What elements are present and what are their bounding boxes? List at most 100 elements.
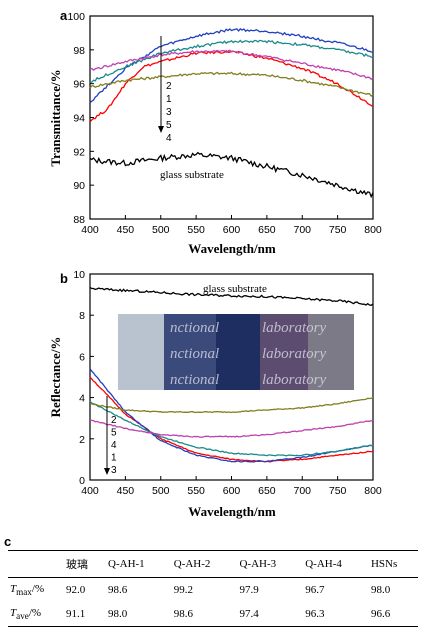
panel-label-a: a bbox=[60, 8, 68, 23]
row-label-unit: /% bbox=[31, 583, 45, 595]
row-label-tmax: Tmax/% bbox=[8, 578, 64, 603]
inset-word-2: laboratory bbox=[262, 320, 327, 336]
transmittance-table: 玻璃 Q-AH-1 Q-AH-2 Q-AH-3 Q-AH-4 HSNs Tmax… bbox=[8, 550, 418, 628]
table-cell: 97.4 bbox=[237, 602, 304, 628]
y-tick-label: 0 bbox=[79, 475, 85, 487]
series-line bbox=[89, 49, 374, 123]
series-group-b bbox=[89, 286, 374, 463]
charts-canvas: a 400 450 500 550 600 650 700 750 80088909294969… bbox=[48, 8, 382, 519]
glass-substrate-label-a: glass substrate bbox=[160, 169, 224, 181]
inset-photo: nctional laboratory nctional laboratory … bbox=[118, 314, 354, 390]
reflectance-chart: b nctional laboratory nctional laborator… bbox=[48, 269, 382, 519]
table-header-cell: Q-AH-4 bbox=[303, 550, 369, 578]
arrow-label: 4 bbox=[166, 133, 172, 144]
series-line bbox=[89, 39, 374, 83]
panel-label-c: c bbox=[4, 534, 12, 549]
table-cell: 92.0 bbox=[66, 584, 86, 597]
table-header-cell: Q-AH-2 bbox=[171, 550, 238, 578]
table-header-cell: 玻璃 bbox=[64, 550, 107, 578]
panel-label-b: b bbox=[60, 271, 68, 286]
x-tick-label: 450 bbox=[117, 224, 135, 236]
x-tick-label: 750 bbox=[329, 224, 347, 236]
series-line bbox=[89, 286, 374, 306]
axis-ticks-a: 400 450 500 550 600 650 700 750 800 88 90 92 94 96 98 1… bbox=[67, 11, 381, 236]
axis-ticks-b: 400 450 500 550 600 650 700 750 800 0 2 4 6 8 10 bbox=[73, 269, 382, 497]
x-tick-label: 600 bbox=[223, 224, 241, 236]
x-axis-label-a: Wavelength/nm bbox=[188, 241, 276, 256]
series-line bbox=[89, 396, 374, 414]
series-line bbox=[89, 71, 374, 98]
series-line bbox=[89, 368, 374, 463]
table-header-cell: HSNs bbox=[368, 550, 418, 578]
row-label-unit: /% bbox=[28, 607, 42, 620]
inset-word-5: nctional bbox=[170, 372, 219, 388]
table-header-row: 玻璃 Q-AH-1 Q-AH-2 Q-AH-3 Q-AH-4 HSNs bbox=[8, 550, 418, 578]
table-row: Tave/% 91.1 98.0 98.6 97.4 96.3 96.6 bbox=[8, 602, 418, 628]
inset-word-1: nctional bbox=[170, 320, 219, 336]
x-tick-label: 450 bbox=[117, 485, 135, 497]
arrow-label: 2 bbox=[166, 81, 172, 92]
y-tick-label: 6 bbox=[79, 351, 85, 363]
x-axis-label-b: Wavelength/nm bbox=[188, 504, 276, 519]
series-line bbox=[89, 151, 374, 199]
table-header-cell: Q-AH-1 bbox=[106, 550, 172, 578]
row-label-main: T bbox=[10, 583, 17, 595]
y-tick-label: 94 bbox=[73, 113, 85, 125]
inset-photo-panel-5 bbox=[308, 314, 354, 390]
table-header-cell bbox=[8, 550, 64, 578]
series-line bbox=[89, 49, 374, 81]
trend-arrowhead-b bbox=[104, 468, 110, 475]
x-tick-label: 550 bbox=[187, 485, 205, 497]
y-tick-label: 100 bbox=[67, 11, 85, 23]
row-label-tave: Tave/% bbox=[8, 602, 64, 628]
table-cell: 98.0 bbox=[106, 602, 172, 628]
x-tick-label: 650 bbox=[258, 485, 276, 497]
y-tick-label: 10 bbox=[73, 269, 85, 281]
x-tick-label: 800 bbox=[364, 485, 382, 497]
series-line bbox=[89, 419, 374, 438]
row-label-main: T bbox=[10, 607, 17, 620]
inset-photo-panel-2 bbox=[164, 314, 216, 390]
arrow-label: 1 bbox=[111, 453, 117, 464]
y-tick-label: 92 bbox=[73, 146, 85, 158]
row-label-sub: max bbox=[16, 587, 32, 598]
arrow-label: 5 bbox=[166, 120, 172, 131]
x-tick-label: 650 bbox=[258, 224, 276, 236]
table-row: Tmax/% 92.0 98.6 99.2 97.9 96.7 98.0 bbox=[8, 578, 418, 603]
results-table: 玻璃 Q-AH-1 Q-AH-2 Q-AH-3 Q-AH-4 HSNs Tmax… bbox=[8, 550, 418, 628]
y-tick-label: 4 bbox=[79, 393, 85, 405]
table-cell: 98.0 bbox=[370, 584, 391, 597]
x-tick-label: 400 bbox=[81, 224, 99, 236]
table-cell: 99.2 bbox=[173, 584, 193, 597]
arrow-label: 5 bbox=[111, 428, 117, 439]
y-axis-label-a: Transmittance/% bbox=[48, 69, 63, 166]
table-header-cell: Q-AH-3 bbox=[237, 550, 304, 578]
table-cell: 98.6 bbox=[108, 584, 128, 597]
arrow-label: 4 bbox=[111, 440, 117, 451]
arrow-labels-b: 2 54 13 bbox=[111, 415, 117, 476]
x-tick-label: 500 bbox=[152, 485, 170, 497]
table-cell: 91.1 bbox=[64, 602, 107, 628]
table-cell: 97.9 bbox=[239, 584, 259, 597]
y-tick-label: 8 bbox=[79, 310, 85, 322]
inset-photo-panel-4 bbox=[260, 314, 308, 390]
y-axis-label-b: Reflectance/% bbox=[48, 337, 63, 418]
y-tick-label: 98 bbox=[73, 45, 85, 57]
x-tick-label: 750 bbox=[329, 485, 347, 497]
series-line bbox=[89, 400, 374, 457]
x-tick-label: 700 bbox=[293, 485, 311, 497]
series-group-a bbox=[89, 28, 374, 199]
x-tick-label: 800 bbox=[364, 224, 382, 236]
arrow-label: 3 bbox=[166, 107, 172, 118]
inset-photo-panel-1 bbox=[118, 314, 164, 390]
y-tick-label: 88 bbox=[73, 214, 85, 226]
table-cell: 96.3 bbox=[303, 602, 369, 628]
table-cell: 96.6 bbox=[368, 602, 418, 628]
inset-photo-panel-3 bbox=[216, 314, 260, 390]
arrow-label: 2 bbox=[111, 415, 117, 426]
x-tick-label: 550 bbox=[187, 224, 205, 236]
transmittance-chart: a 400 450 500 550 600 650 700 750 800 88 90 92 94 96 9… bbox=[48, 8, 382, 256]
glass-substrate-label-b: glass substrate bbox=[203, 283, 267, 295]
inset-word-3: nctional bbox=[170, 346, 219, 362]
x-tick-label: 600 bbox=[223, 485, 241, 497]
